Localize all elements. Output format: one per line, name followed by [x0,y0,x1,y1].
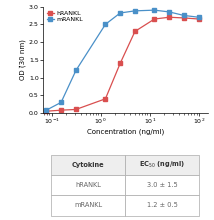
hRANKL [60,109,62,112]
mRANKL [134,9,136,12]
mRANKL [75,69,77,72]
Line: mRANKL: mRANKL [45,8,201,112]
Legend: hRANKL, mRANKL: hRANKL, mRANKL [46,10,83,23]
hRANKL [119,62,122,65]
hRANKL [198,18,200,20]
mRANKL [153,9,156,11]
mRANKL [60,101,62,104]
mRANKL [183,14,185,17]
X-axis label: Concentration (ng/ml): Concentration (ng/ml) [87,128,164,135]
hRANKL [45,110,48,113]
hRANKL [183,17,185,19]
Line: hRANKL: hRANKL [45,15,201,113]
Y-axis label: OD (̆30 nm): OD (̆30 nm) [19,39,26,80]
hRANKL [134,30,136,33]
mRANKL [119,12,122,14]
hRANKL [75,108,77,111]
hRANKL [104,97,107,100]
mRANKL [104,23,107,26]
mRANKL [168,11,171,13]
mRANKL [198,16,200,18]
mRANKL [45,109,48,112]
hRANKL [153,18,156,20]
hRANKL [168,16,171,18]
